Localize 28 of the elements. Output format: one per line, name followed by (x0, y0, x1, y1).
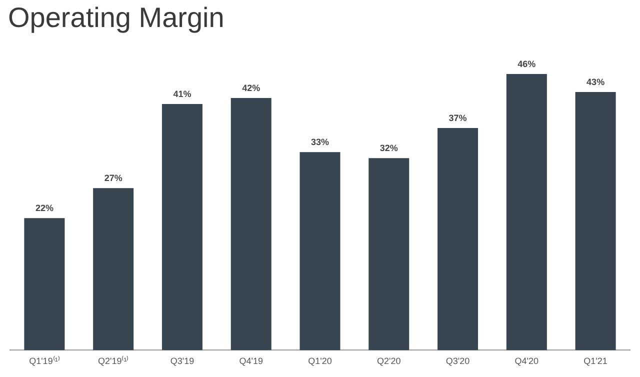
data-label: 41% (173, 89, 192, 100)
x-tick-label: Q3'20 (446, 356, 470, 366)
data-label: 43% (586, 77, 605, 88)
x-tick-label: Q1'21 (584, 356, 608, 366)
x-tick-label: Q3'19 (170, 356, 194, 366)
data-label: 42% (242, 83, 260, 94)
x-tick-label: Q1'19⁽¹⁾ (29, 355, 60, 366)
bar (368, 158, 410, 350)
bar (24, 218, 65, 350)
bar (93, 188, 134, 350)
x-tick-label: Q4'19 (239, 356, 263, 366)
x-tick-label: Q2'20 (377, 356, 401, 366)
bar (438, 128, 478, 350)
x-tick-label: Q1'20 (308, 356, 332, 366)
data-label: 46% (518, 59, 536, 69)
data-label: 37% (448, 113, 467, 124)
chart-title: Operating Margin (8, 2, 224, 34)
data-label: 32% (380, 143, 398, 154)
bar (506, 74, 547, 350)
data-label: 33% (310, 137, 330, 148)
x-tick-label: Q4'20 (514, 356, 539, 366)
x-tick-label: Q2'19⁽¹⁾ (98, 355, 129, 366)
data-label: 27% (104, 173, 122, 184)
bar (575, 92, 616, 350)
data-label: 22% (35, 203, 54, 214)
bar (300, 152, 340, 350)
bar (162, 104, 202, 350)
bar (230, 98, 272, 350)
